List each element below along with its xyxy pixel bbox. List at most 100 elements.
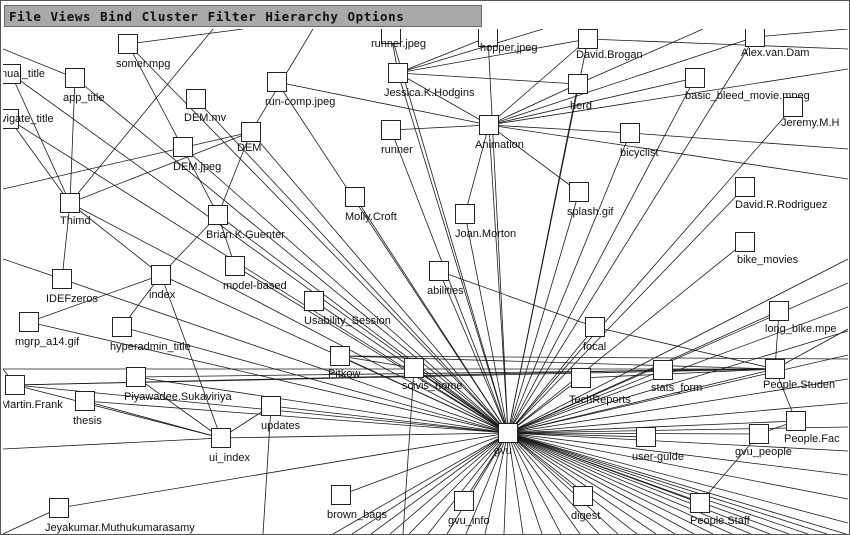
graph-edge <box>408 432 509 534</box>
node-label: long_bike.mpe <box>765 323 837 335</box>
graph-edge <box>397 72 579 85</box>
node-box[interactable] <box>49 498 69 518</box>
node-box[interactable] <box>19 312 39 332</box>
graph-edge <box>427 432 509 534</box>
menu-options[interactable]: Options <box>347 8 405 24</box>
menu-file[interactable]: File <box>9 8 42 24</box>
node-box[interactable] <box>573 486 593 506</box>
graph-edge <box>507 83 579 434</box>
graph-edge <box>587 38 848 50</box>
graph-edge <box>507 432 733 534</box>
node-label: somer.mpg <box>116 58 171 70</box>
node-box[interactable] <box>769 301 789 321</box>
node-box[interactable] <box>75 391 95 411</box>
graph-edge <box>507 191 580 434</box>
menu-bind[interactable]: Bind <box>100 8 133 24</box>
node-box[interactable] <box>653 360 673 380</box>
node-box[interactable] <box>745 29 765 47</box>
node-box[interactable] <box>331 485 351 505</box>
node-box[interactable] <box>569 182 589 202</box>
node-box[interactable] <box>685 68 705 88</box>
node-box[interactable] <box>225 256 245 276</box>
graph-edge <box>507 402 848 434</box>
node-box[interactable] <box>735 177 755 197</box>
node-box[interactable] <box>749 424 769 444</box>
node-box[interactable] <box>345 187 365 207</box>
node-label: runner <box>381 144 413 156</box>
node-label: Pitkow <box>328 368 361 380</box>
node-box[interactable] <box>151 265 171 285</box>
node-box[interactable] <box>783 97 803 117</box>
node-box[interactable] <box>735 232 755 252</box>
menu-cluster[interactable]: Cluster <box>141 8 199 24</box>
node-box[interactable] <box>454 491 474 511</box>
node-box[interactable] <box>690 493 710 513</box>
node-label: Martin.Frank <box>3 399 63 411</box>
node-box[interactable] <box>261 396 281 416</box>
node-box[interactable] <box>388 63 408 83</box>
node-label: People.Studen <box>763 379 836 391</box>
node-box[interactable] <box>126 367 146 387</box>
node-box[interactable] <box>112 317 132 337</box>
node-box[interactable] <box>241 122 261 142</box>
menu-bar: File Views Bind Cluster Filter Hierarchy… <box>4 5 482 27</box>
graph-edge <box>507 378 848 434</box>
node-box[interactable] <box>5 375 25 395</box>
node-label: gvu <box>494 445 512 457</box>
node-box[interactable] <box>65 68 85 88</box>
menu-hierarchy[interactable]: Hierarchy <box>265 8 339 24</box>
node-box[interactable] <box>52 269 72 289</box>
node-box[interactable] <box>186 89 206 109</box>
graph-edge <box>270 405 509 434</box>
node-label: Brian.K.Guenter <box>206 229 285 241</box>
graph-edge <box>250 131 509 434</box>
node-box[interactable] <box>3 64 21 84</box>
node-label: updates <box>261 420 301 432</box>
node-label: Jeyakumar.Muthukumarasamy <box>45 522 195 534</box>
node-label: bicyclist <box>620 147 659 159</box>
graph-edge <box>594 326 776 370</box>
node-box[interactable] <box>304 291 324 311</box>
graph-canvas[interactable]: runner.jpeg hopper.jpeg David.Brogan Alex.v… <box>3 29 848 534</box>
graph-edge <box>507 369 664 434</box>
node-box[interactable] <box>429 261 449 281</box>
node-box[interactable] <box>585 317 605 337</box>
node-label: model-based <box>223 280 287 292</box>
node-box[interactable] <box>578 29 598 49</box>
node-box[interactable] <box>568 74 588 94</box>
graph-edge <box>488 124 631 134</box>
node-label: bike_movies <box>737 254 799 266</box>
node-box[interactable] <box>455 204 475 224</box>
node-box[interactable] <box>3 109 19 129</box>
node-box[interactable] <box>636 427 656 447</box>
graph-edge <box>507 241 746 434</box>
node-box[interactable] <box>173 137 193 157</box>
node-box[interactable] <box>478 29 498 47</box>
node-box[interactable] <box>208 205 228 225</box>
menu-filter[interactable]: Filter <box>207 8 257 24</box>
graph-edge <box>580 368 776 379</box>
node-box[interactable] <box>404 358 424 378</box>
menu-views[interactable]: Views <box>50 8 92 24</box>
node-label: thesis <box>73 415 102 427</box>
node-label: Jessica.K.Hodgins <box>384 87 475 99</box>
node-box[interactable] <box>786 411 806 431</box>
graph-edge <box>332 432 509 534</box>
node-box[interactable] <box>620 123 640 143</box>
node-box[interactable] <box>330 346 350 366</box>
node-box[interactable] <box>267 72 287 92</box>
graph-edge <box>507 36 756 434</box>
node-box[interactable] <box>381 29 401 44</box>
node-box[interactable] <box>765 359 785 379</box>
graph-edge <box>127 29 244 45</box>
node-box[interactable] <box>60 193 80 213</box>
graph-edge <box>507 432 657 534</box>
graph-edge <box>503 432 509 534</box>
graph-edge <box>464 213 509 434</box>
node-box[interactable] <box>381 120 401 140</box>
node-box[interactable] <box>479 115 499 135</box>
node-box[interactable] <box>118 34 138 54</box>
node-box[interactable] <box>211 428 231 448</box>
node-box[interactable] <box>498 423 518 443</box>
node-box[interactable] <box>571 368 591 388</box>
